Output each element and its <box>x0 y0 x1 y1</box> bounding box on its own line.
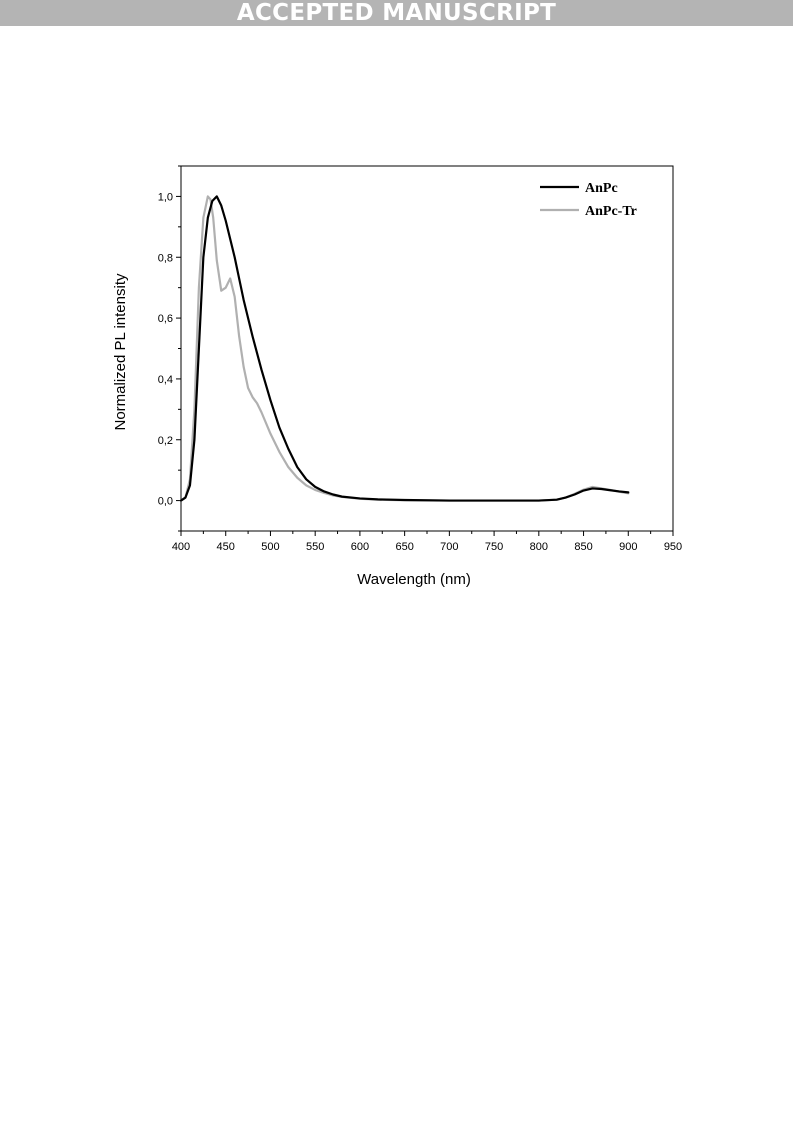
y-tick-label: 0,6 <box>158 313 173 325</box>
legend-label-anpc-tr: AnPc-Tr <box>585 204 637 219</box>
x-tick-label: 450 <box>217 541 235 553</box>
x-tick-label: 900 <box>619 541 637 553</box>
series-layer <box>179 195 630 502</box>
legend-label-anpc: AnPc <box>585 181 618 196</box>
x-tick-label: 500 <box>261 541 279 553</box>
y-tick-label: 0,4 <box>158 374 173 386</box>
y-axis-title: Normalized PL intensity <box>112 273 129 431</box>
y-tick-label: 0,0 <box>158 496 173 508</box>
x-tick-label: 950 <box>664 541 682 553</box>
x-tick-label: 600 <box>351 541 369 553</box>
y-tick-label: 0,8 <box>158 252 173 264</box>
x-tick-label: 550 <box>306 541 324 553</box>
x-tick-label: 700 <box>440 541 458 553</box>
x-tick-label: 850 <box>574 541 592 553</box>
x-tick-label: 650 <box>395 541 413 553</box>
y-tick-label: 1,0 <box>158 191 173 203</box>
x-tick-label: 400 <box>172 541 190 553</box>
series-line-anpc <box>179 195 630 502</box>
x-axis-ticks: 400 450 500 550 600 650 700 750 800 850 900 950 <box>172 531 682 553</box>
banner-text: ACCEPTED MANUSCRIPT <box>236 0 557 26</box>
y-tick-label: 0,2 <box>158 435 173 447</box>
accepted-manuscript-banner: ACCEPTED MANUSCRIPT <box>0 0 793 26</box>
legend: AnPc AnPc-Tr <box>540 181 637 219</box>
x-tick-label: 800 <box>530 541 548 553</box>
y-axis-ticks: 0,0 0,2 0,4 0,6 0,8 1,0 <box>158 165 181 532</box>
x-axis-title: Wavelength (nm) <box>357 571 471 588</box>
series-line-anpc-tr <box>179 195 630 502</box>
x-tick-label: 750 <box>485 541 503 553</box>
